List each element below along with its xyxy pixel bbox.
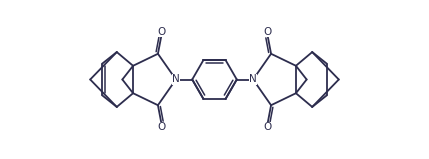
- Text: O: O: [263, 122, 272, 132]
- Text: O: O: [263, 27, 272, 37]
- Text: O: O: [157, 122, 166, 132]
- Text: N: N: [249, 75, 257, 84]
- Text: O: O: [157, 27, 166, 37]
- Text: N: N: [172, 75, 180, 84]
